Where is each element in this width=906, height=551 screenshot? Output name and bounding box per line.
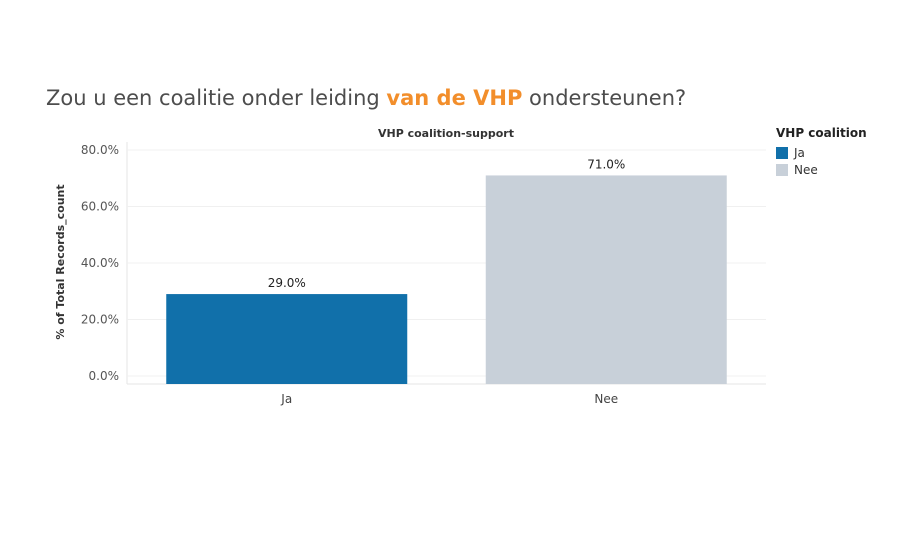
- legend-item-ja[interactable]: Ja: [776, 144, 867, 161]
- chart-title: VHP coalition-support: [378, 127, 514, 140]
- y-tick-label: 80.0%: [81, 143, 119, 157]
- y-tick-label: 20.0%: [81, 313, 119, 327]
- headline-text-after: ondersteunen?: [522, 86, 687, 110]
- legend-swatch-nee: [776, 163, 788, 176]
- legend: VHP coalition Ja Nee: [776, 126, 867, 178]
- y-axis-label: % of Total Records_count: [54, 184, 67, 339]
- data-label-nee: 71.0%: [587, 157, 625, 171]
- headline-text-before: Zou u een coalitie onder leiding: [46, 86, 387, 110]
- x-tick-label-nee: Nee: [594, 392, 618, 406]
- headline-highlight: van de VHP: [386, 86, 523, 110]
- bar-ja[interactable]: [166, 294, 408, 384]
- legend-item-nee[interactable]: Nee: [776, 161, 867, 178]
- chart-headline: Zou u een coalitie onder leiding van de …: [46, 86, 686, 110]
- legend-label-nee: Nee: [794, 162, 818, 177]
- x-tick-label-ja: Ja: [280, 392, 292, 406]
- data-label-ja: 29.0%: [268, 276, 306, 290]
- legend-label-ja: Ja: [794, 145, 805, 160]
- y-tick-label: 0.0%: [89, 369, 120, 383]
- y-tick-label: 60.0%: [81, 200, 119, 214]
- bar-nee[interactable]: [485, 175, 727, 384]
- y-tick-label: 40.0%: [81, 256, 119, 270]
- legend-title: VHP coalition: [776, 126, 867, 140]
- legend-swatch-ja: [776, 146, 788, 159]
